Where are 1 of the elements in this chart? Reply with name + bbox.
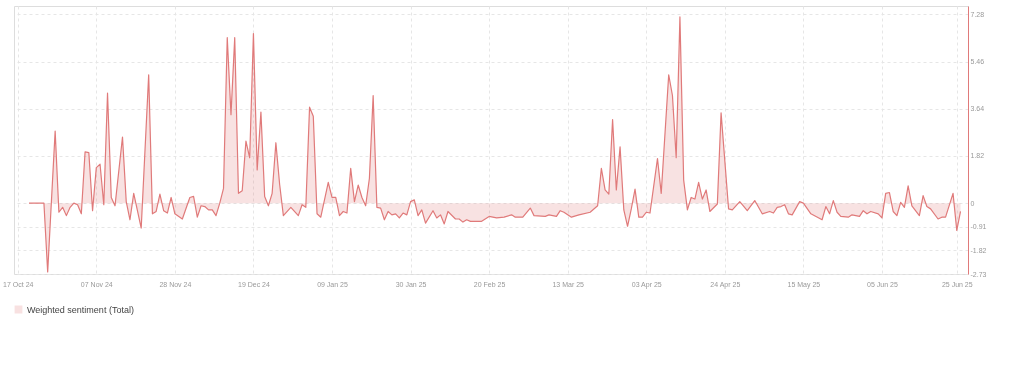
- legend-label: Weighted sentiment (Total): [27, 304, 134, 315]
